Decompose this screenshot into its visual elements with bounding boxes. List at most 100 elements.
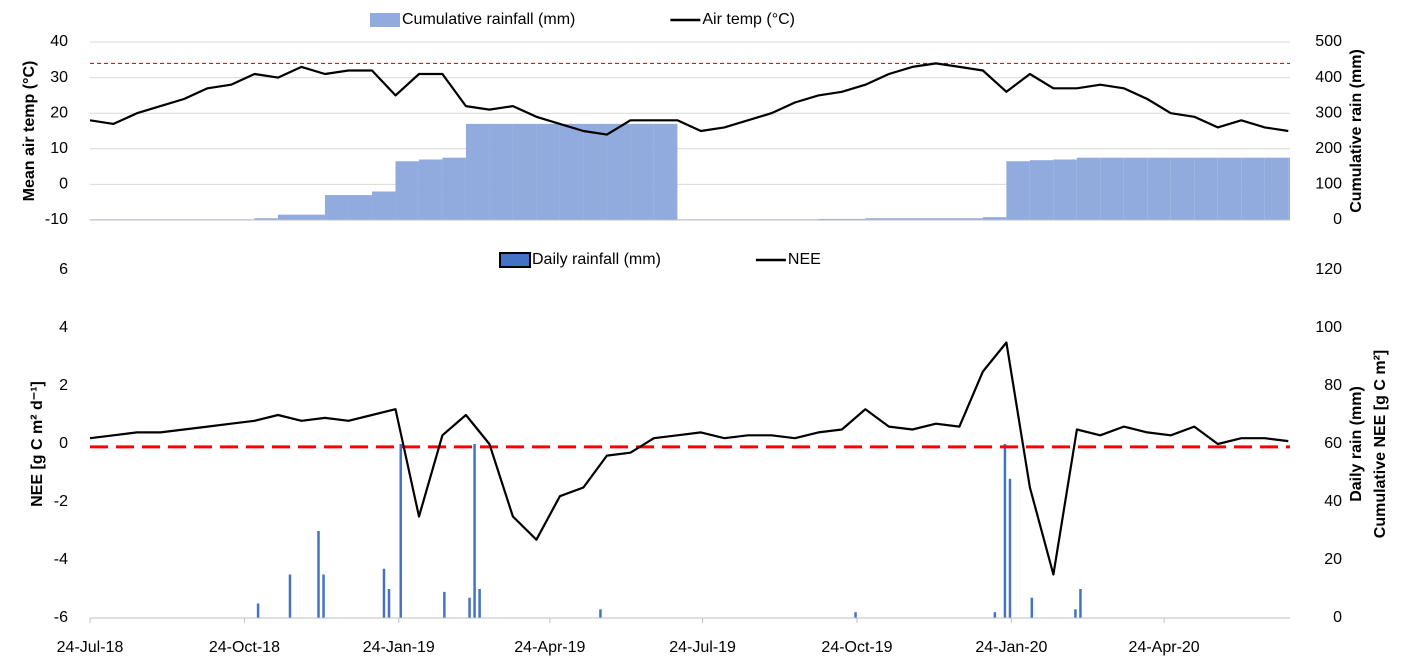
y2-tick-label: 200: [1315, 140, 1342, 157]
rain-bar: [854, 612, 857, 618]
x-tick-label: 24-Jan-20: [975, 639, 1047, 656]
y2-tick-label: 0: [1333, 609, 1342, 626]
cumulative-rain-bar: [1123, 157, 1148, 220]
x-tick-label: 24-Jan-19: [363, 639, 435, 656]
cumulative-rain-bar: [442, 157, 466, 220]
rain-bar: [399, 444, 402, 618]
line: [89, 341, 1289, 576]
y-axis-label: NEE [g C m² d⁻¹]: [29, 381, 46, 507]
rain-bar: [387, 589, 391, 618]
cumulative-rain-bar: [277, 214, 302, 220]
y-tick-label: 40: [50, 33, 68, 50]
y-tick-label: 10: [50, 140, 68, 157]
y-tick-label: 6: [59, 261, 68, 278]
x-tick-label: 24-Jul-18: [57, 639, 124, 656]
cumulative-rain-bar: [1170, 157, 1195, 220]
cumulative-rain-bar: [1147, 157, 1171, 220]
x-tick-label: 24-Apr-20: [1129, 639, 1200, 656]
rain-bar: [1030, 597, 1034, 618]
cumulative-rain-bar: [1076, 157, 1101, 220]
rain-bar: [1079, 589, 1082, 618]
legend-swatch: [370, 13, 400, 27]
y-tick-label: -4: [54, 551, 68, 568]
y-tick-label: -6: [54, 609, 68, 626]
rain-bar: [1003, 444, 1007, 618]
y2-tick-label: 60: [1324, 435, 1342, 452]
y2-axis-label: Cumulative rain (mm): [1348, 49, 1365, 213]
legend-label: NEE: [788, 251, 821, 268]
cumulative-rain-bar: [1029, 160, 1054, 220]
cumulative-rain-bar: [1217, 157, 1242, 220]
x-tick-label: 24-Apr-19: [514, 639, 585, 656]
cumulative-rain-bar: [935, 218, 960, 220]
cumulative-rain-bar: [583, 123, 607, 220]
rain-bar: [468, 597, 471, 618]
cumulative-rain-bar: [465, 123, 490, 220]
rain-bar: [473, 444, 476, 618]
y-tick-label: 20: [50, 104, 68, 121]
legend-label: Cumulative rainfall (mm): [402, 11, 575, 28]
cumulative-rain-bar: [982, 217, 1007, 220]
rain-bar: [382, 568, 386, 618]
y-tick-label: -2: [54, 493, 68, 510]
rain-bar: [317, 531, 320, 618]
cumulative-rain-bar: [912, 218, 936, 220]
rain-bar: [478, 589, 481, 618]
y-tick-label: 0: [59, 435, 68, 452]
rain-bar: [256, 603, 260, 618]
y-tick-label: -10: [45, 211, 68, 228]
cumulative-rain-bar: [324, 195, 349, 220]
cumulative-rain-bar: [1006, 161, 1030, 220]
legend-label: Daily rainfall (mm): [532, 251, 661, 268]
cumulative-rain-bar: [1100, 157, 1124, 220]
cumulative-rain-bar: [1053, 159, 1077, 220]
cumulative-rain-bar: [630, 123, 654, 220]
y-tick-label: 2: [59, 377, 68, 394]
rain-bar: [288, 574, 292, 618]
cumulative-rain-bar: [1288, 157, 1290, 220]
cumulative-rain-bar: [559, 123, 584, 220]
y-axis-label: Mean air temp (°C): [21, 61, 38, 202]
y2-tick-label: 500: [1315, 33, 1342, 50]
y2-tick-label: 20: [1324, 551, 1342, 568]
legend-label: Air temp (°C): [702, 11, 795, 28]
cumulative-rain-bar: [888, 218, 913, 220]
y2-tick-label: 80: [1324, 377, 1342, 394]
rain-bar: [599, 609, 602, 618]
cumulative-rain-bar: [418, 159, 443, 220]
cumulative-rain-bar: [606, 123, 631, 220]
cumulative-rain-bar: [371, 191, 396, 220]
cumulative-rain-bar: [536, 123, 560, 220]
cumulative-rain-bar: [512, 123, 537, 220]
cumulative-rain-bar: [1241, 157, 1265, 220]
y2-axis-label: Daily rain (mm): [1348, 386, 1365, 502]
cumulative-rain-bar: [1194, 157, 1218, 220]
line: [89, 62, 1289, 136]
cumulative-rain-bar: [254, 218, 278, 220]
x-tick-label: 24-Oct-18: [209, 639, 280, 656]
cumulative-rain-bar: [653, 123, 678, 220]
cumulative-rain-bar: [395, 161, 419, 220]
y-tick-label: 4: [59, 319, 68, 336]
y-tick-label: 0: [59, 176, 68, 193]
y2-tick-label: 300: [1315, 104, 1342, 121]
cumulative-rain-bar: [1264, 157, 1289, 220]
cumulative-rain-bar: [348, 195, 372, 220]
y2-axis-label: Cumulative NEE [g C m²]: [1372, 350, 1389, 538]
cumulative-rain-bar: [841, 218, 866, 220]
rain-bar: [1074, 609, 1077, 618]
y-tick-label: 30: [50, 69, 68, 86]
y2-tick-label: 40: [1324, 493, 1342, 510]
y2-tick-label: 0: [1333, 211, 1342, 228]
cumulative-rain-bar: [818, 218, 842, 220]
rain-bar: [443, 591, 446, 618]
rain-bar: [1008, 478, 1012, 618]
cumulative-rain-bar: [959, 218, 983, 220]
rain-bar: [993, 612, 997, 618]
cumulative-rain-bar: [865, 218, 889, 220]
x-tick-label: 24-Jul-19: [669, 639, 736, 656]
y2-tick-label: 100: [1315, 319, 1342, 336]
rain-bar: [322, 574, 325, 618]
